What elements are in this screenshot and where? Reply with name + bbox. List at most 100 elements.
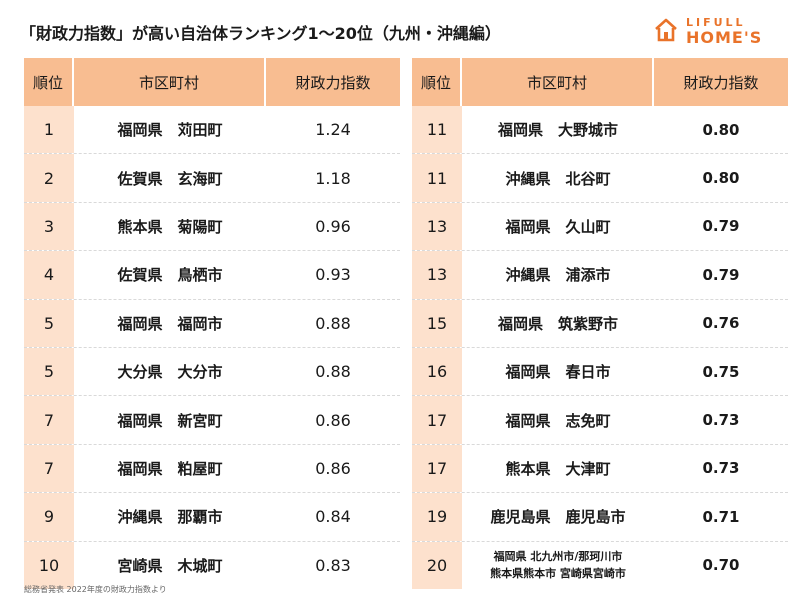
table-row: 11 福岡県 大野城市 0.80 (412, 106, 788, 154)
ranking-table-right: 順位 市区町村 財政力指数 11 福岡県 大野城市 0.80 11 沖縄県 北谷町 0.8… (412, 58, 788, 589)
value-cell: 0.93 (315, 265, 351, 285)
logo-text-top: LIFULL (686, 16, 746, 29)
table-row: 13 沖縄県 浦添市 0.79 (412, 251, 788, 299)
value-cell: 0.79 (702, 217, 740, 236)
row-divider (412, 395, 788, 397)
table-row: 19 鹿児島県 鹿児島市 0.71 (412, 493, 788, 541)
city-cell: 熊本県 大津町 (505, 459, 611, 478)
row-divider (412, 540, 788, 542)
rank-cell: 17 (412, 396, 462, 444)
table-row: 10 宮崎県 木城町 0.83 (24, 541, 400, 589)
rank-cell: 11 (412, 106, 462, 154)
table-row: 15 福岡県 筑紫野市 0.76 (412, 299, 788, 347)
table-row: 7 福岡県 新宮町 0.86 (24, 396, 400, 444)
table-row: 9 沖縄県 那覇市 0.84 (24, 493, 400, 541)
rank-cell: 13 (412, 202, 462, 251)
table-body: 1 福岡県 苅田町 1.24 2 佐賀県 玄海町 1.18 3 熊本県 菊陽町 0.96 4 佐賀県… (24, 106, 400, 589)
table-body: 11 福岡県 大野城市 0.80 11 沖縄県 北谷町 0.80 13 福岡県 久山町 0.79… (412, 106, 788, 589)
table-row: 20 福岡県 北九州市/那珂川市 熊本県熊本市 宮崎県宮崎市 0.70 (412, 541, 788, 589)
rank-cell: 4 (24, 251, 74, 299)
value-cell: 0.86 (315, 410, 351, 430)
value-cell: 0.88 (315, 362, 351, 382)
value-cell: 0.71 (702, 507, 740, 526)
city-cell: 佐賀県 玄海町 (117, 169, 223, 188)
header-value: 財政力指数 (683, 73, 759, 92)
header-city: 市区町村 (462, 58, 654, 106)
rank-cell: 13 (412, 251, 462, 299)
value-cell: 0.83 (315, 555, 351, 575)
city-cell: 佐賀県 鳥栖市 (117, 266, 223, 285)
value-cell: 0.73 (702, 411, 740, 430)
value-cell: 1.24 (315, 120, 351, 140)
rank-cell: 9 (24, 493, 74, 541)
city-cell: 沖縄県 北谷町 (505, 169, 611, 188)
rank-cell: 19 (412, 493, 462, 541)
city-cell: 福岡県 福岡市 (117, 314, 223, 333)
rank-cell: 5 (24, 299, 74, 347)
rank-cell: 1 (24, 106, 74, 154)
table-row: 16 福岡県 春日市 0.75 (412, 347, 788, 396)
table-row: 17 熊本県 大津町 0.73 (412, 444, 788, 493)
city-cell: 福岡県 春日市 (505, 363, 611, 382)
row-divider (24, 540, 400, 542)
header-value: 財政力指数 (295, 73, 371, 92)
header-rank: 順位 (24, 58, 74, 106)
row-divider (24, 250, 400, 252)
city-cell: 福岡県 北九州市/那珂川市 熊本県熊本市 宮崎県宮崎市 (462, 542, 654, 589)
row-divider (24, 492, 400, 494)
row-divider (24, 395, 400, 397)
table-row: 5 福岡県 福岡市 0.88 (24, 299, 400, 347)
header-rank: 順位 (412, 58, 462, 106)
value-cell: 0.75 (702, 362, 740, 381)
header-city: 市区町村 (74, 58, 266, 106)
rank-cell: 5 (24, 347, 74, 396)
city-cell: 福岡県 粕屋町 (117, 459, 223, 478)
table-header: 順位 市区町村 財政力指数 (24, 58, 400, 106)
table-row: 13 福岡県 久山町 0.79 (412, 202, 788, 251)
city-cell: 福岡県 苅田町 (117, 121, 223, 140)
table-row: 1 福岡県 苅田町 1.24 (24, 106, 400, 154)
city-line: 福岡県 北九州市/那珂川市 (493, 550, 623, 564)
value-cell: 0.86 (315, 458, 351, 478)
value-cell: 0.96 (315, 216, 351, 236)
rank-cell: 2 (24, 154, 74, 202)
page-title: 「財政力指数」が高い自治体ランキング1〜20位（九州・沖縄編） (20, 24, 501, 43)
value-cell: 0.73 (702, 459, 740, 478)
table-row: 11 沖縄県 北谷町 0.80 (412, 154, 788, 202)
ranking-table-left: 順位 市区町村 財政力指数 1 福岡県 苅田町 1.24 2 佐賀県 玄海町 1.18 3 熊… (24, 58, 400, 589)
city-cell: 鹿児島県 鹿児島市 (490, 508, 626, 527)
rank-cell: 10 (24, 541, 74, 589)
value-cell: 0.76 (702, 314, 740, 333)
row-divider (412, 298, 788, 300)
rank-cell: 20 (412, 541, 462, 589)
house-icon (655, 18, 677, 42)
row-divider (24, 153, 400, 155)
row-divider (412, 492, 788, 494)
rank-cell: 7 (24, 396, 74, 444)
rank-cell: 16 (412, 347, 462, 396)
city-cell: 福岡県 新宮町 (117, 411, 223, 430)
city-cell: 福岡県 大野城市 (497, 121, 618, 140)
city-cell: 熊本県 菊陽町 (117, 217, 223, 236)
value-cell: 1.18 (315, 168, 351, 188)
rank-cell: 3 (24, 202, 74, 251)
table-row: 2 佐賀県 玄海町 1.18 (24, 154, 400, 202)
city-cell: 福岡県 久山町 (505, 217, 611, 236)
logo-text-bottom: HOME'S (686, 28, 763, 47)
lifull-homes-logo: LIFULL HOME'S (650, 14, 790, 48)
row-divider (412, 443, 788, 445)
row-divider (24, 201, 400, 203)
table-row: 17 福岡県 志免町 0.73 (412, 396, 788, 444)
city-line: 熊本県熊本市 宮崎県宮崎市 (490, 567, 626, 581)
table-row: 7 福岡県 粕屋町 0.86 (24, 444, 400, 493)
table-header: 順位 市区町村 財政力指数 (412, 58, 788, 106)
value-cell: 0.70 (702, 556, 740, 575)
source-footnote: 総務省発表 2022年度の財政力指数より (24, 585, 167, 594)
rank-cell: 11 (412, 154, 462, 202)
row-divider (412, 346, 788, 348)
rank-cell: 17 (412, 444, 462, 493)
value-cell: 0.79 (702, 265, 740, 284)
city-cell: 沖縄県 那覇市 (117, 508, 223, 527)
rank-cell: 15 (412, 299, 462, 347)
city-cell: 福岡県 筑紫野市 (497, 314, 618, 333)
